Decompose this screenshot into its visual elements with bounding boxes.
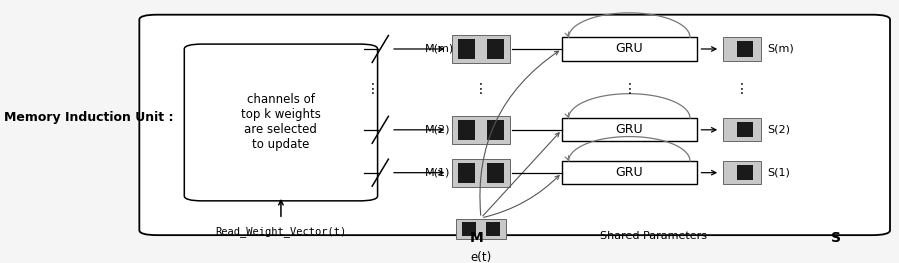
Bar — [458, 163, 475, 183]
Text: ⋮: ⋮ — [622, 82, 636, 97]
Text: Read_Weight_Vector(t): Read_Weight_Vector(t) — [216, 226, 346, 237]
Text: Shared Parameters: Shared Parameters — [601, 231, 708, 241]
Text: S(m): S(m) — [767, 44, 794, 54]
Text: GRU: GRU — [616, 166, 643, 179]
Bar — [487, 120, 503, 140]
Text: M(2): M(2) — [425, 125, 450, 135]
Text: GRU: GRU — [616, 123, 643, 136]
Bar — [452, 116, 511, 144]
Bar — [723, 161, 761, 184]
FancyBboxPatch shape — [562, 118, 697, 141]
Bar — [487, 163, 503, 183]
Bar — [461, 222, 476, 236]
Text: M(1): M(1) — [425, 168, 450, 178]
Text: S(2): S(2) — [767, 125, 790, 135]
Text: channels of
top k weights
are selected
to update: channels of top k weights are selected t… — [241, 93, 321, 151]
Bar — [737, 122, 752, 137]
Bar — [452, 35, 511, 63]
Bar — [723, 37, 761, 61]
Bar — [458, 120, 475, 140]
Text: Memory Induction Unit :: Memory Induction Unit : — [4, 111, 174, 124]
FancyBboxPatch shape — [562, 37, 697, 61]
Text: GRU: GRU — [616, 43, 643, 55]
Text: ⋮: ⋮ — [474, 82, 488, 97]
Bar — [456, 219, 506, 239]
Text: S(1): S(1) — [767, 168, 789, 178]
Bar — [458, 39, 475, 59]
Text: e(t): e(t) — [470, 251, 492, 263]
FancyBboxPatch shape — [184, 44, 378, 201]
Text: ⋮: ⋮ — [734, 82, 749, 97]
Bar — [737, 42, 752, 57]
Text: M: M — [470, 231, 484, 245]
Bar — [452, 159, 511, 187]
Bar — [486, 222, 501, 236]
FancyBboxPatch shape — [562, 161, 697, 184]
Bar — [737, 165, 752, 180]
Bar — [487, 39, 503, 59]
Bar — [723, 118, 761, 141]
Text: S: S — [831, 231, 841, 245]
Text: M(m): M(m) — [425, 44, 455, 54]
Text: ⋮: ⋮ — [366, 82, 380, 97]
FancyBboxPatch shape — [139, 15, 890, 235]
